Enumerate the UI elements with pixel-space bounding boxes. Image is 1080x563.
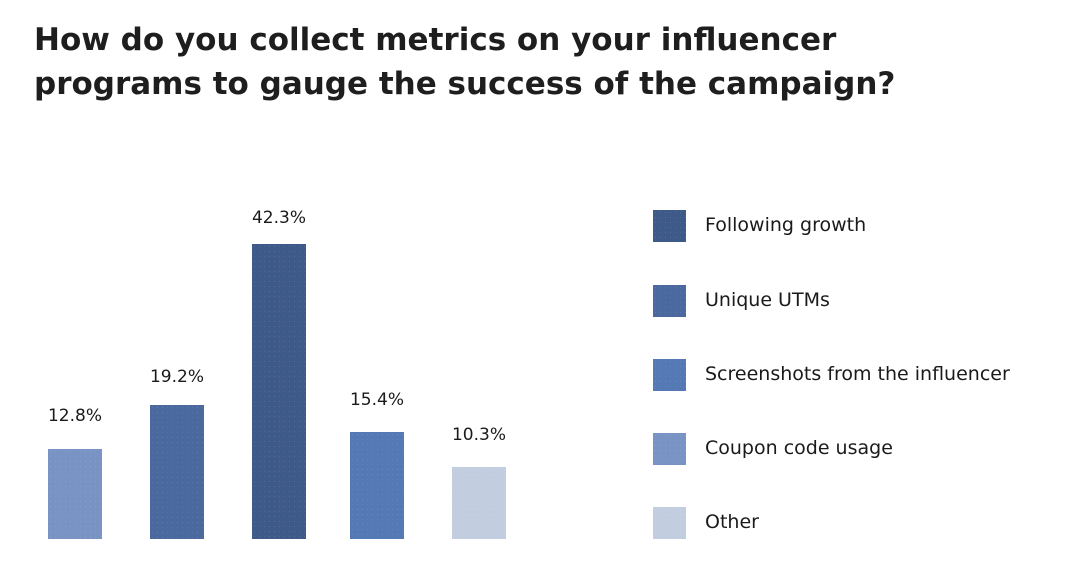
legend-item-screenshots: Screenshots from the influencer (653, 359, 1073, 391)
legend-label: Unique UTMs (705, 289, 830, 311)
legend-label: Following growth (705, 214, 867, 236)
bar-following-growth (252, 244, 306, 539)
legend-label: Other (705, 511, 759, 533)
chart-title-line-2: programs to gauge the success of the cam… (34, 66, 896, 102)
bar-value-label-utms: 19.2% (149, 367, 204, 387)
legend-swatch (653, 433, 686, 465)
bar-other (452, 467, 506, 539)
chart-title-line-1: How do you collect metrics on your influ… (34, 22, 837, 58)
legend-swatch (653, 507, 686, 539)
bar-chart: 12.8% 19.2% 42.3% 15.4% 10.3% (47, 208, 506, 539)
bar-coupon-code-usage (48, 449, 102, 539)
bar-value-label-following: 42.3% (251, 208, 306, 228)
bar-value-label-screenshots: 15.4% (349, 390, 404, 410)
legend-item-other: Other (653, 507, 1073, 539)
bar-value-label-other: 10.3% (451, 425, 506, 445)
legend-swatch (653, 359, 686, 391)
bar-unique-utms (150, 405, 204, 539)
bar-screenshots (350, 432, 404, 539)
chart-title: How do you collect metrics on your influ… (34, 18, 994, 106)
legend-swatch (653, 210, 686, 242)
legend-label: Screenshots from the influencer (705, 363, 1010, 385)
legend-item-coupon-code-usage: Coupon code usage (653, 433, 1073, 465)
legend-label: Coupon code usage (705, 437, 893, 459)
bar-value-label-coupon: 12.8% (47, 406, 102, 426)
legend-swatch (653, 285, 686, 317)
legend-item-following-growth: Following growth (653, 210, 1073, 242)
legend-item-unique-utms: Unique UTMs (653, 285, 1073, 317)
